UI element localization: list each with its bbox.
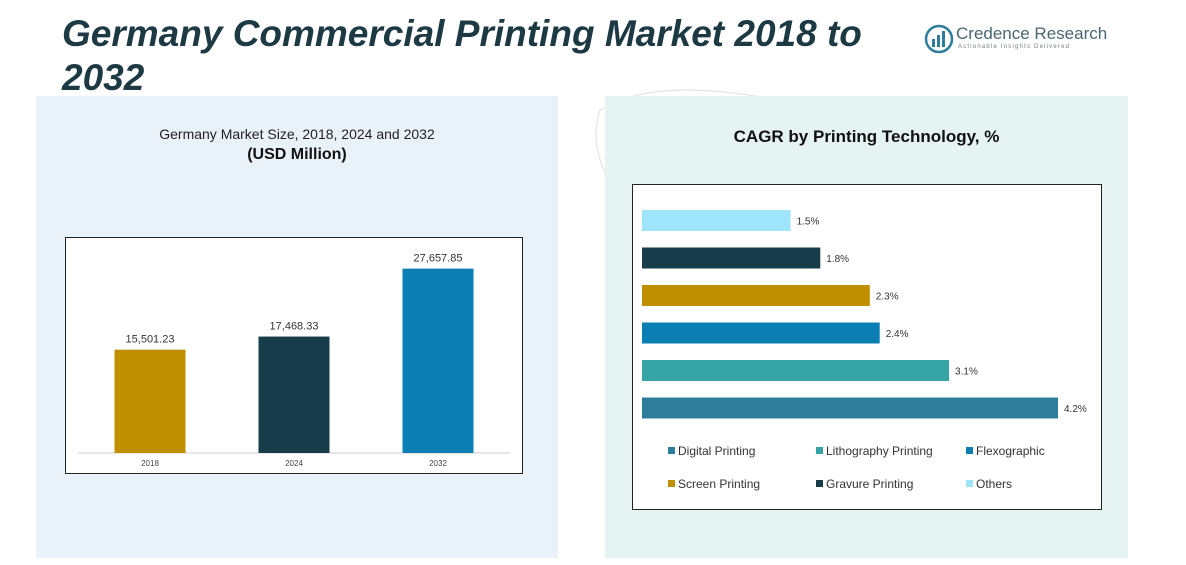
legend-label-others: Others [976, 477, 1013, 491]
logo-bars-icon [924, 24, 954, 54]
legend-item-digital-printing: Digital Printing [668, 444, 755, 458]
legend-swatch-digital-printing [668, 447, 675, 454]
hbar-value-label-digital-printing: 4.2% [1064, 404, 1087, 415]
x-tick-label-2024: 2024 [285, 459, 303, 468]
legend-item-flexographic: Flexographic [966, 444, 1045, 458]
x-tick-label-2018: 2018 [141, 459, 159, 468]
hbar-screen-printing [642, 285, 870, 306]
cagr-chart-frame: 1.5% 1.8% 2.3% 2.4% 3.1% 4.2% [632, 184, 1102, 510]
legend-swatch-lithography-printing [816, 447, 823, 454]
bar-value-label-2024: 17,468.33 [270, 321, 319, 333]
bar-value-label-2032: 27,657.85 [414, 253, 463, 265]
bar-2032 [402, 268, 474, 453]
hbar-flexographic [642, 322, 880, 344]
market-size-chart: 15,501.23 2018 17,468.33 2024 27,657.85 2032 [78, 253, 510, 468]
page-title: Germany Commercial Printing Market 2018 … [62, 13, 862, 98]
legend-swatch-flexographic [966, 447, 973, 454]
cagr-legend: Digital Printing Lithography Printing Flex… [668, 444, 1098, 500]
legend-label-digital-printing: Digital Printing [678, 444, 756, 458]
hbar-value-label-others: 1.5% [797, 217, 820, 228]
hbar-value-label-lithography-printing: 3.1% [955, 367, 978, 378]
legend-swatch-screen-printing [668, 480, 675, 487]
hbar-value-label-screen-printing: 2.3% [876, 292, 899, 303]
bar-2024 [258, 336, 330, 453]
hbar-value-label-gravure-printing: 1.8% [826, 254, 849, 265]
legend-label-flexographic: Flexographic [976, 444, 1045, 458]
legend-label-gravure-printing: Gravure Printing [826, 477, 914, 491]
cagr-title: CAGR by Printing Technology, % [733, 127, 1000, 146]
legend-swatch-gravure-printing [816, 480, 823, 487]
legend-item-gravure-printing: Gravure Printing [816, 477, 913, 491]
hbar-value-label-flexographic: 2.4% [886, 329, 909, 340]
logo-tagline: Actionable Insights Delivered [958, 44, 1071, 50]
credence-research-logo: Credence Research Actionable Insights De… [924, 22, 1124, 56]
legend-item-lithography-printing: Lithography Printing [816, 444, 933, 458]
hbar-gravure-printing [642, 247, 821, 269]
market-size-subtitle: Germany Market Size, 2018, 2024 and 2032 [159, 126, 435, 142]
bar-value-label-2018: 15,501.23 [126, 334, 175, 346]
market-size-unit: (USD Million) [247, 146, 347, 163]
bar-2018 [114, 349, 186, 453]
legend-label-screen-printing: Screen Printing [678, 477, 761, 491]
cagr-chart: 1.5% 1.8% 2.3% 2.4% 3.1% 4.2% [642, 210, 1087, 419]
hbar-digital-printing [642, 397, 1058, 419]
hbar-others [642, 210, 791, 231]
legend-swatch-others [966, 480, 973, 487]
legend-item-others: Others [966, 477, 1012, 491]
legend-label-lithography-printing: Lithography Printing [826, 444, 933, 458]
legend-item-screen-printing: Screen Printing [668, 477, 760, 491]
market-size-chart-frame: 15,501.23 2018 17,468.33 2024 27,657.85 2032 [65, 237, 523, 474]
x-tick-label-2032: 2032 [429, 459, 447, 468]
logo-name: Credence Research [956, 24, 1108, 43]
hbar-lithography-printing [642, 360, 950, 381]
